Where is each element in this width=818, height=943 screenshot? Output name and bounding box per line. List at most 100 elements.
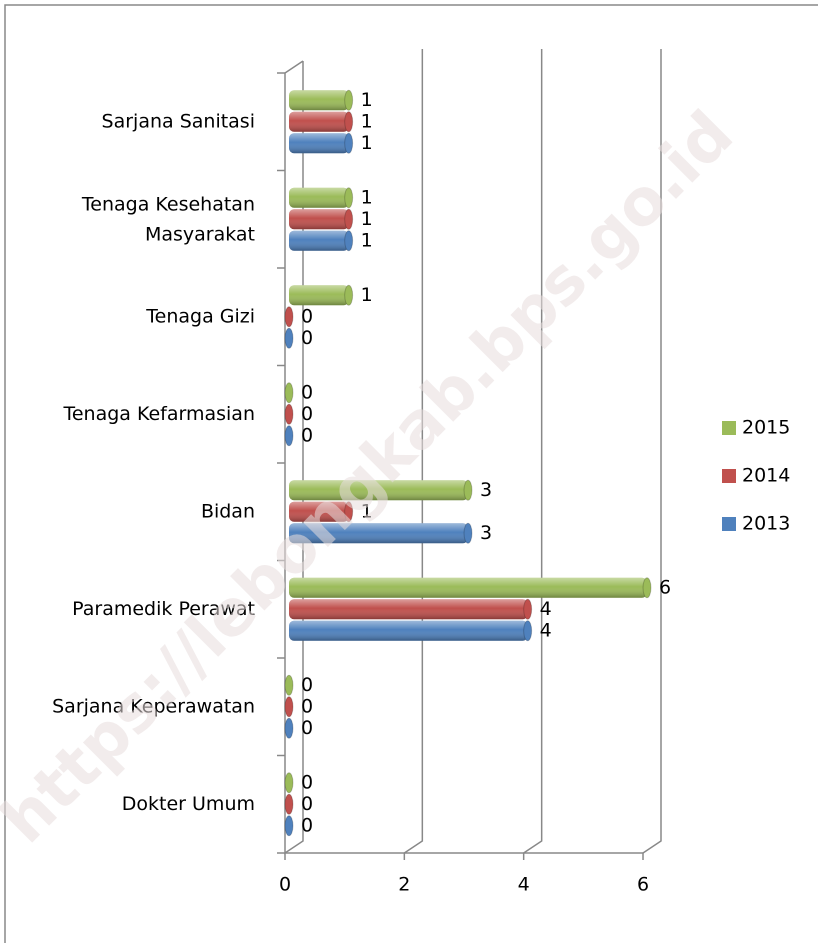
grid-line <box>403 49 424 854</box>
bar <box>289 284 354 306</box>
bar-cap <box>344 132 354 154</box>
bar <box>284 674 294 696</box>
bar-shade <box>289 230 349 251</box>
y-tick-label: Tenaga Gizi <box>145 305 255 327</box>
value-label: 0 <box>301 793 313 815</box>
legend-swatch <box>722 469 736 483</box>
value-label: 1 <box>361 284 373 306</box>
y-tick-label: Tenaga Kesehatan Masyarakat <box>81 193 255 245</box>
bar-cap <box>344 230 354 252</box>
bar-shade <box>289 620 528 641</box>
bar-shade <box>289 523 468 544</box>
value-label: 0 <box>301 327 313 349</box>
bar-shade <box>289 187 349 208</box>
y-tick-label: Sarjana Keperawatan <box>52 695 255 717</box>
bar-cap <box>344 89 354 111</box>
bar-cap <box>523 598 533 620</box>
value-label: 4 <box>540 619 552 641</box>
bar <box>289 598 533 620</box>
value-label: 1 <box>361 500 373 522</box>
bar-shade <box>289 90 349 111</box>
y-tick-label: Sarjana Sanitasi <box>102 110 255 132</box>
bar-cap <box>284 674 294 696</box>
bar-cap <box>284 793 294 815</box>
x-tick-label: 0 <box>279 874 291 896</box>
bar-cap <box>344 501 354 523</box>
bar-cap <box>344 284 354 306</box>
bar <box>289 522 473 544</box>
value-label: 4 <box>540 598 552 620</box>
legend-label: 2013 <box>742 513 790 535</box>
bar-shade <box>289 577 647 598</box>
value-label: 1 <box>361 89 373 111</box>
bar <box>284 403 294 425</box>
bar <box>289 479 473 501</box>
value-label: 0 <box>301 695 313 717</box>
bar-cap <box>284 717 294 739</box>
bar-cap <box>284 403 294 425</box>
legend-swatch <box>722 517 736 531</box>
bar-cap <box>284 425 294 447</box>
legend-label: 2014 <box>742 465 790 487</box>
value-label: 0 <box>301 814 313 836</box>
legend-label: 2015 <box>742 417 790 439</box>
bar <box>284 382 294 404</box>
bar <box>289 501 354 523</box>
value-label: 3 <box>480 522 492 544</box>
bar <box>289 111 354 133</box>
bar <box>284 327 294 349</box>
legend-swatch <box>722 421 736 435</box>
bar <box>289 230 354 252</box>
bar-cap <box>463 479 473 501</box>
grid-line <box>642 49 662 854</box>
bar-shade <box>289 133 349 154</box>
bar <box>284 772 294 794</box>
bar-shade <box>289 111 349 132</box>
bar <box>289 208 354 230</box>
value-label: 0 <box>301 424 313 446</box>
value-label: 0 <box>301 403 313 425</box>
bar <box>289 187 354 209</box>
bar-cap <box>344 187 354 209</box>
bar-cap <box>523 620 533 642</box>
value-label: 1 <box>361 186 373 208</box>
bar-cap <box>642 577 652 599</box>
value-label: 1 <box>361 229 373 251</box>
value-label: 0 <box>301 381 313 403</box>
bar-cap <box>284 772 294 794</box>
value-label: 0 <box>301 771 313 793</box>
bar <box>284 306 294 328</box>
bar-cap <box>463 522 473 544</box>
y-tick-label: Tenaga Kefarmasian <box>62 403 255 425</box>
bar-shade <box>289 599 528 620</box>
bar-shade <box>289 480 468 501</box>
value-label: 0 <box>301 305 313 327</box>
bar <box>284 793 294 815</box>
bar-cap <box>284 382 294 404</box>
bar <box>289 89 354 111</box>
bar-cap <box>284 327 294 349</box>
bar-cap <box>344 111 354 133</box>
chart-frame <box>4 4 818 943</box>
grid-line <box>523 49 543 854</box>
bar-cap <box>284 696 294 718</box>
x-tick-label: 2 <box>398 874 410 896</box>
bar-cap <box>344 208 354 230</box>
bar <box>284 815 294 837</box>
bar <box>284 425 294 447</box>
y-tick-label: Dokter Umum <box>122 793 255 815</box>
bar <box>289 620 533 642</box>
bar-shade <box>289 501 349 522</box>
bar <box>289 577 652 599</box>
bar <box>284 717 294 739</box>
y-tick-label: Bidan <box>201 500 255 522</box>
bar <box>284 696 294 718</box>
bar <box>289 132 354 154</box>
value-label: 0 <box>301 717 313 739</box>
bar-cap <box>284 815 294 837</box>
bar-cap <box>284 306 294 328</box>
x-tick-label: 4 <box>518 874 530 896</box>
value-label: 1 <box>361 132 373 154</box>
value-label: 0 <box>301 674 313 696</box>
